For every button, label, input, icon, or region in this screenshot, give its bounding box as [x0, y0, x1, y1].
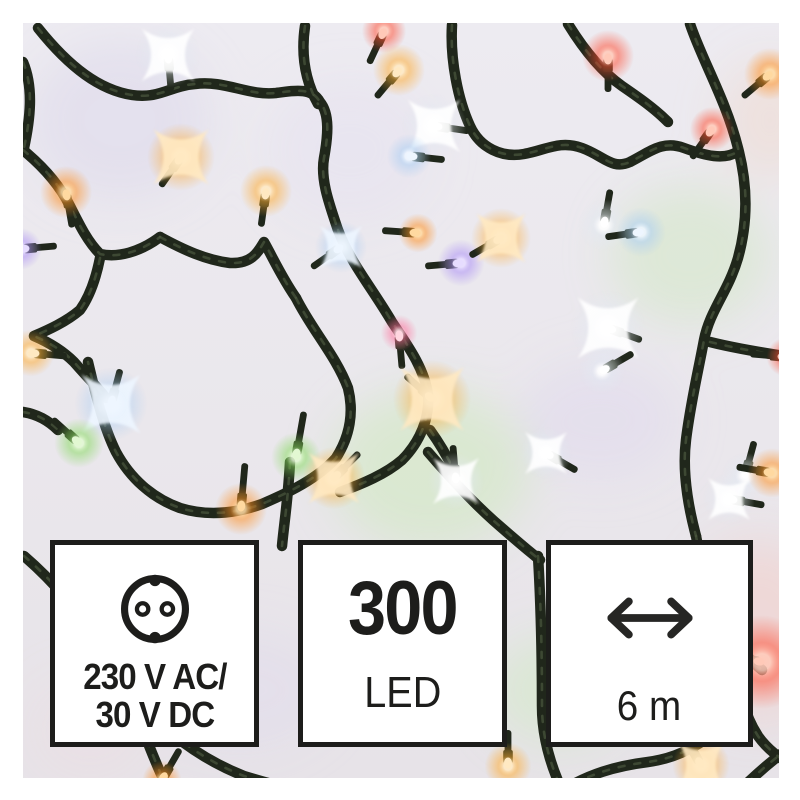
led-star-flare: [524, 431, 568, 475]
power-rating-line1: 230 V AC/: [82, 656, 227, 697]
led-light: [750, 337, 779, 377]
led-star-flare: [308, 452, 360, 504]
led-light: [142, 748, 182, 778]
length-value: 6 m: [617, 682, 682, 729]
led-light: [736, 448, 779, 498]
led-light: [578, 189, 630, 251]
led-light: [23, 329, 67, 377]
led-light: [582, 30, 634, 92]
led-light: [689, 106, 735, 160]
led-star-flare: [81, 374, 141, 434]
power-rating-text: 230 V AC/ 30 V DC: [82, 656, 227, 735]
led-light: [361, 23, 407, 65]
led-star-flare: [432, 457, 480, 505]
led-star-flare: [476, 213, 526, 263]
led-star-flare: [677, 741, 725, 778]
led-light: [382, 213, 438, 253]
badge-length-spec: 6 m: [546, 540, 753, 747]
led-star-flare: [577, 297, 639, 359]
led-light: [373, 44, 425, 99]
led-star-flare: [153, 129, 209, 185]
power-rating-line2: 30 V DC: [95, 693, 215, 735]
led-light: [605, 207, 666, 257]
led-light: [578, 347, 634, 395]
led-light: [23, 228, 57, 270]
led-light: [240, 165, 292, 227]
led-light: [741, 48, 779, 100]
led-star-flare: [400, 367, 464, 431]
led-light: [386, 133, 445, 179]
led-light: [215, 463, 267, 535]
led-light: [40, 166, 92, 228]
led-count-value: 300: [348, 566, 459, 651]
double-headed-arrow-icon: [602, 595, 698, 641]
led-star-flare: [707, 477, 751, 521]
led-star-flare: [141, 28, 195, 82]
badge-led-count: 300 LED: [298, 540, 507, 747]
led-light: [51, 417, 104, 468]
led-count-unit: LED: [363, 668, 442, 717]
power-socket-icon: [116, 570, 194, 648]
led-star-flare: [319, 225, 363, 269]
led-light: [380, 314, 418, 369]
badge-power-spec: 230 V AC/ 30 V DC: [50, 540, 259, 747]
